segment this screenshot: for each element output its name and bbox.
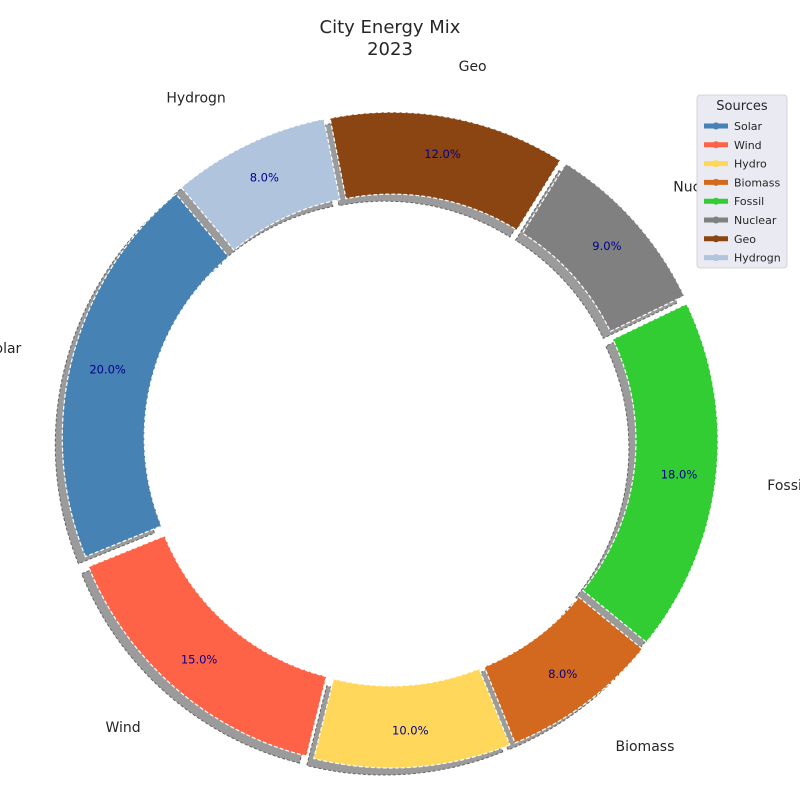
category-labels: Solar Wind Hydro Biomass Fossil Nuclear Geo Hyd… (0, 59, 800, 755)
legend-item-biomass: Biomass (704, 176, 781, 189)
slice-solar (61, 193, 230, 558)
legend-item-fossil: Fossil (704, 195, 764, 208)
percent-label-nuclear: 9.0% (592, 239, 621, 253)
category-label-geo: Geo (459, 59, 487, 75)
slice-hydrogn (180, 118, 341, 252)
legend-item-wind: Wind (704, 139, 762, 152)
category-label-solar: Solar (0, 341, 22, 357)
category-label-biomass: Biomass (616, 739, 675, 755)
legend-item-solar: Solar (704, 120, 763, 133)
chart-title-line-1: City Energy Mix (320, 17, 461, 38)
chart-title-line-2: 2023 (367, 39, 413, 60)
percent-label-wind: 15.0% (181, 653, 218, 667)
percent-label-geo: 12.0% (424, 147, 461, 161)
slice-geo (329, 111, 562, 231)
legend: Sources Solar Wind Hydro Biomass Fossil Nucle… (696, 94, 788, 269)
legend-item-geo: Geo (704, 233, 756, 246)
legend-item-nuclear: Nuclear (704, 214, 777, 227)
slice-hydro (313, 668, 511, 769)
percent-label-hydro: 10.0% (392, 723, 429, 737)
legend-label-wind: Wind (734, 139, 762, 152)
legend-label-solar: Solar (734, 120, 763, 133)
legend-marker-biomass (712, 178, 720, 186)
legend-label-nuclear: Nuclear (734, 214, 777, 227)
legend-marker-nuclear (712, 216, 720, 224)
legend-box (696, 94, 788, 269)
legend-label-hydrogn: Hydrogn (734, 252, 781, 265)
legend-marker-wind (712, 141, 720, 149)
percent-label-fossil: 18.0% (661, 468, 698, 482)
percent-labels: 20.0% 15.0% 10.0% 8.0% 18.0% 9.0% 12.0% 8.0% (89, 147, 698, 737)
legend-label-hydro: Hydro (734, 158, 767, 171)
legend-label-biomass: Biomass (734, 176, 781, 189)
slices (61, 111, 719, 769)
slice-wind (87, 535, 328, 757)
legend-marker-hydrogn (712, 254, 720, 262)
legend-marker-hydro (712, 160, 720, 168)
percent-label-hydrogn: 8.0% (250, 171, 279, 185)
legend-label-geo: Geo (734, 233, 756, 246)
legend-marker-fossil (712, 197, 720, 205)
slice-biomass (483, 596, 644, 744)
category-label-hydrogn: Hydrogn (166, 90, 225, 106)
legend-label-fossil: Fossil (734, 195, 764, 208)
legend-marker-solar (712, 122, 720, 130)
legend-item-hydro: Hydro (704, 158, 767, 171)
legend-title: Sources (716, 99, 768, 114)
percent-label-solar: 20.0% (89, 363, 126, 377)
percent-label-biomass: 8.0% (548, 667, 577, 681)
legend-item-hydrogn: Hydrogn (704, 252, 781, 265)
slice-nuclear (521, 162, 686, 333)
category-label-fossil: Fossil (767, 478, 800, 494)
legend-marker-geo (712, 235, 720, 243)
category-label-wind: Wind (106, 720, 141, 736)
slice-fossil (581, 302, 719, 644)
